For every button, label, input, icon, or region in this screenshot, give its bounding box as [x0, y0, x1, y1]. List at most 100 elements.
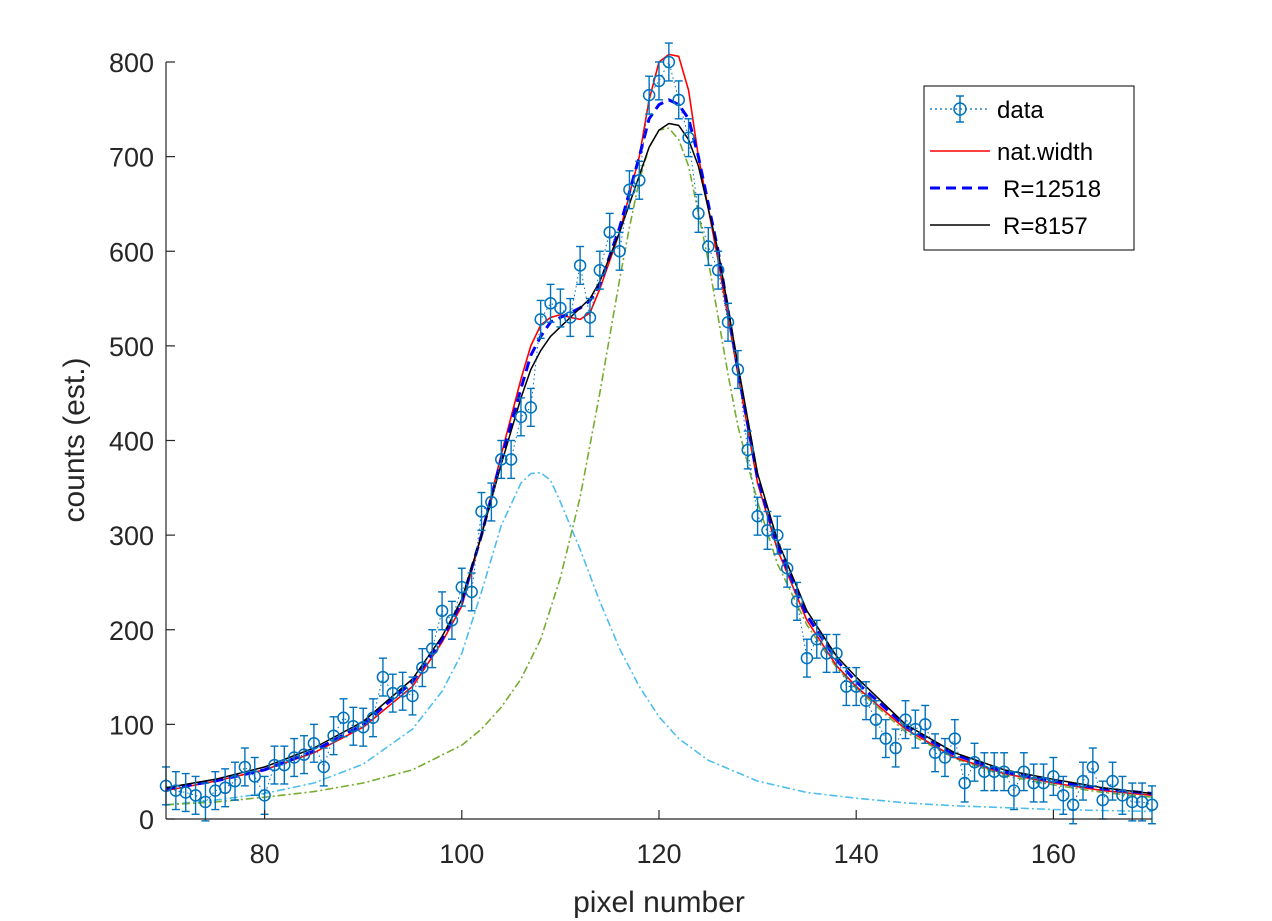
data-point	[771, 528, 784, 542]
data-point	[425, 642, 439, 655]
data-point	[830, 647, 843, 660]
data-point	[593, 263, 607, 277]
data-point	[1076, 774, 1090, 788]
data-point	[396, 685, 409, 698]
data-point	[1096, 793, 1109, 807]
data-point	[633, 174, 646, 187]
data-point	[623, 183, 636, 196]
data-point	[840, 680, 853, 693]
data-point	[1017, 765, 1031, 778]
data-point	[702, 240, 715, 253]
data-point	[1145, 798, 1159, 812]
data-point	[238, 760, 252, 774]
data-point	[780, 561, 794, 575]
ticks-group: 80 100 120 140 160 0 100 200 300 400 500 600 700 800	[109, 48, 1076, 869]
data-point	[869, 713, 883, 726]
y-tick-label: 500	[109, 332, 154, 362]
data-point	[534, 313, 547, 326]
data-point	[938, 751, 952, 764]
data-point	[662, 55, 676, 69]
data-point	[859, 694, 873, 707]
legend-entry-r12518: R=12518	[930, 176, 1101, 203]
y-tick-label: 700	[109, 143, 154, 173]
y-tick-label: 100	[109, 710, 154, 740]
data-point	[494, 453, 508, 466]
data-point	[642, 88, 656, 102]
x-tick-label: 100	[439, 839, 484, 869]
data-point	[307, 737, 321, 750]
x-axis-label: pixel number	[573, 886, 745, 919]
x-tick-label: 80	[250, 839, 280, 869]
data-dotted-line	[165, 60, 1153, 806]
data-point	[544, 297, 557, 310]
data-point	[958, 776, 971, 790]
data-point	[909, 722, 922, 736]
data-point	[189, 789, 202, 802]
data-point	[761, 524, 774, 537]
y-tick-label: 300	[109, 521, 154, 551]
data-point	[721, 315, 735, 329]
legend-label-r12518: R=12518	[1003, 176, 1101, 203]
data-point	[435, 604, 449, 618]
data-point	[514, 410, 528, 424]
data-point	[504, 453, 518, 466]
data-point	[652, 74, 666, 88]
data-point	[613, 245, 626, 258]
data-point	[406, 689, 419, 703]
data-point	[278, 758, 291, 772]
data-point	[583, 311, 597, 324]
data-point	[169, 784, 183, 797]
data-group	[159, 42, 1159, 825]
data-point	[347, 720, 360, 733]
data-point	[554, 301, 567, 315]
data-point	[1066, 798, 1080, 812]
legend-label-nat-width: nat.width	[997, 139, 1093, 166]
data-point	[248, 770, 261, 783]
data-point	[455, 580, 469, 594]
y-tick-label: 0	[139, 805, 154, 835]
legend-box	[923, 85, 1135, 251]
x-tick-label: 140	[834, 839, 879, 869]
data-point	[1086, 760, 1100, 774]
data-point	[1057, 789, 1070, 802]
y-tick-label: 200	[109, 616, 154, 646]
data-point	[820, 647, 833, 660]
data-point	[317, 760, 331, 774]
data-point	[711, 263, 725, 277]
data-point	[573, 259, 587, 272]
data-point	[475, 505, 488, 518]
y-tick-label: 600	[109, 237, 154, 267]
data-point	[1106, 774, 1119, 788]
data-point	[445, 614, 459, 627]
data-point	[1007, 784, 1021, 797]
data-point	[751, 509, 764, 523]
legend-label-r8157: R=8157	[1003, 213, 1088, 240]
data-point	[366, 711, 380, 725]
data-point	[987, 765, 1001, 778]
data-point	[1126, 795, 1139, 809]
data-point	[879, 732, 893, 745]
data-point	[997, 765, 1011, 778]
x-tick-label: 120	[636, 839, 681, 869]
data-point	[948, 732, 962, 745]
legend-label-data: data	[997, 97, 1044, 124]
data-point	[800, 651, 814, 665]
data-point	[682, 131, 695, 144]
data-point	[889, 741, 902, 755]
y-tick-label: 400	[109, 427, 154, 457]
data-point	[810, 632, 824, 646]
data-point	[337, 711, 350, 725]
data-point	[672, 93, 685, 107]
data-point	[741, 443, 754, 457]
data-point	[849, 680, 863, 693]
legend-entry-nat-width: nat.width	[930, 139, 1093, 166]
series-line-component-left	[165, 471, 1153, 813]
data-point	[1027, 776, 1040, 790]
y-tick-label: 800	[109, 48, 154, 78]
data-point	[485, 495, 498, 509]
data-point	[899, 713, 912, 726]
data-point	[1037, 776, 1050, 790]
data-point	[1047, 770, 1060, 783]
data-point	[978, 765, 991, 778]
